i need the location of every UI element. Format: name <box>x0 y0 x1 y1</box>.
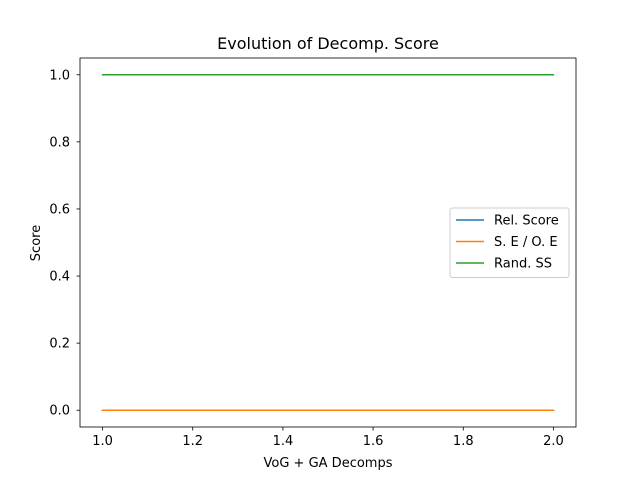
legend-label-3: Rand. SS <box>494 257 552 272</box>
chart-title: Evolution of Decomp. Score <box>217 34 439 53</box>
y-tick-label: 0.8 <box>49 135 70 150</box>
x-tick-label: 1.8 <box>453 434 474 449</box>
plot-area: 1.0 1.2 1.4 1.6 1.8 2.0 0.0 0.2 0.4 0.6 0.8 1.0 <box>49 57 577 449</box>
x-tick-label: 1.4 <box>273 434 294 449</box>
y-tick-label: 0.0 <box>49 404 70 419</box>
x-tick-label: 1.6 <box>363 434 384 449</box>
legend-label-1: Rel. Score <box>494 214 559 229</box>
y-tick-label: 1.0 <box>49 68 70 83</box>
y-tick-label: 0.4 <box>49 270 70 285</box>
x-tick-label: 1.0 <box>92 434 113 449</box>
y-axis-title: Score <box>29 225 44 261</box>
y-tick-label: 0.6 <box>49 202 70 217</box>
x-tick-label: 1.2 <box>182 434 203 449</box>
legend-label-2: S. E / O. E <box>494 235 558 250</box>
y-tick-label: 0.2 <box>49 337 70 352</box>
plot-frame <box>79 57 577 428</box>
x-axis-title: VoG + GA Decomps <box>264 456 393 471</box>
legend-box <box>449 207 570 278</box>
x-tick-label: 2.0 <box>543 434 564 449</box>
legend: Rel. Score S. E / O. E Rand. SS <box>449 207 570 278</box>
